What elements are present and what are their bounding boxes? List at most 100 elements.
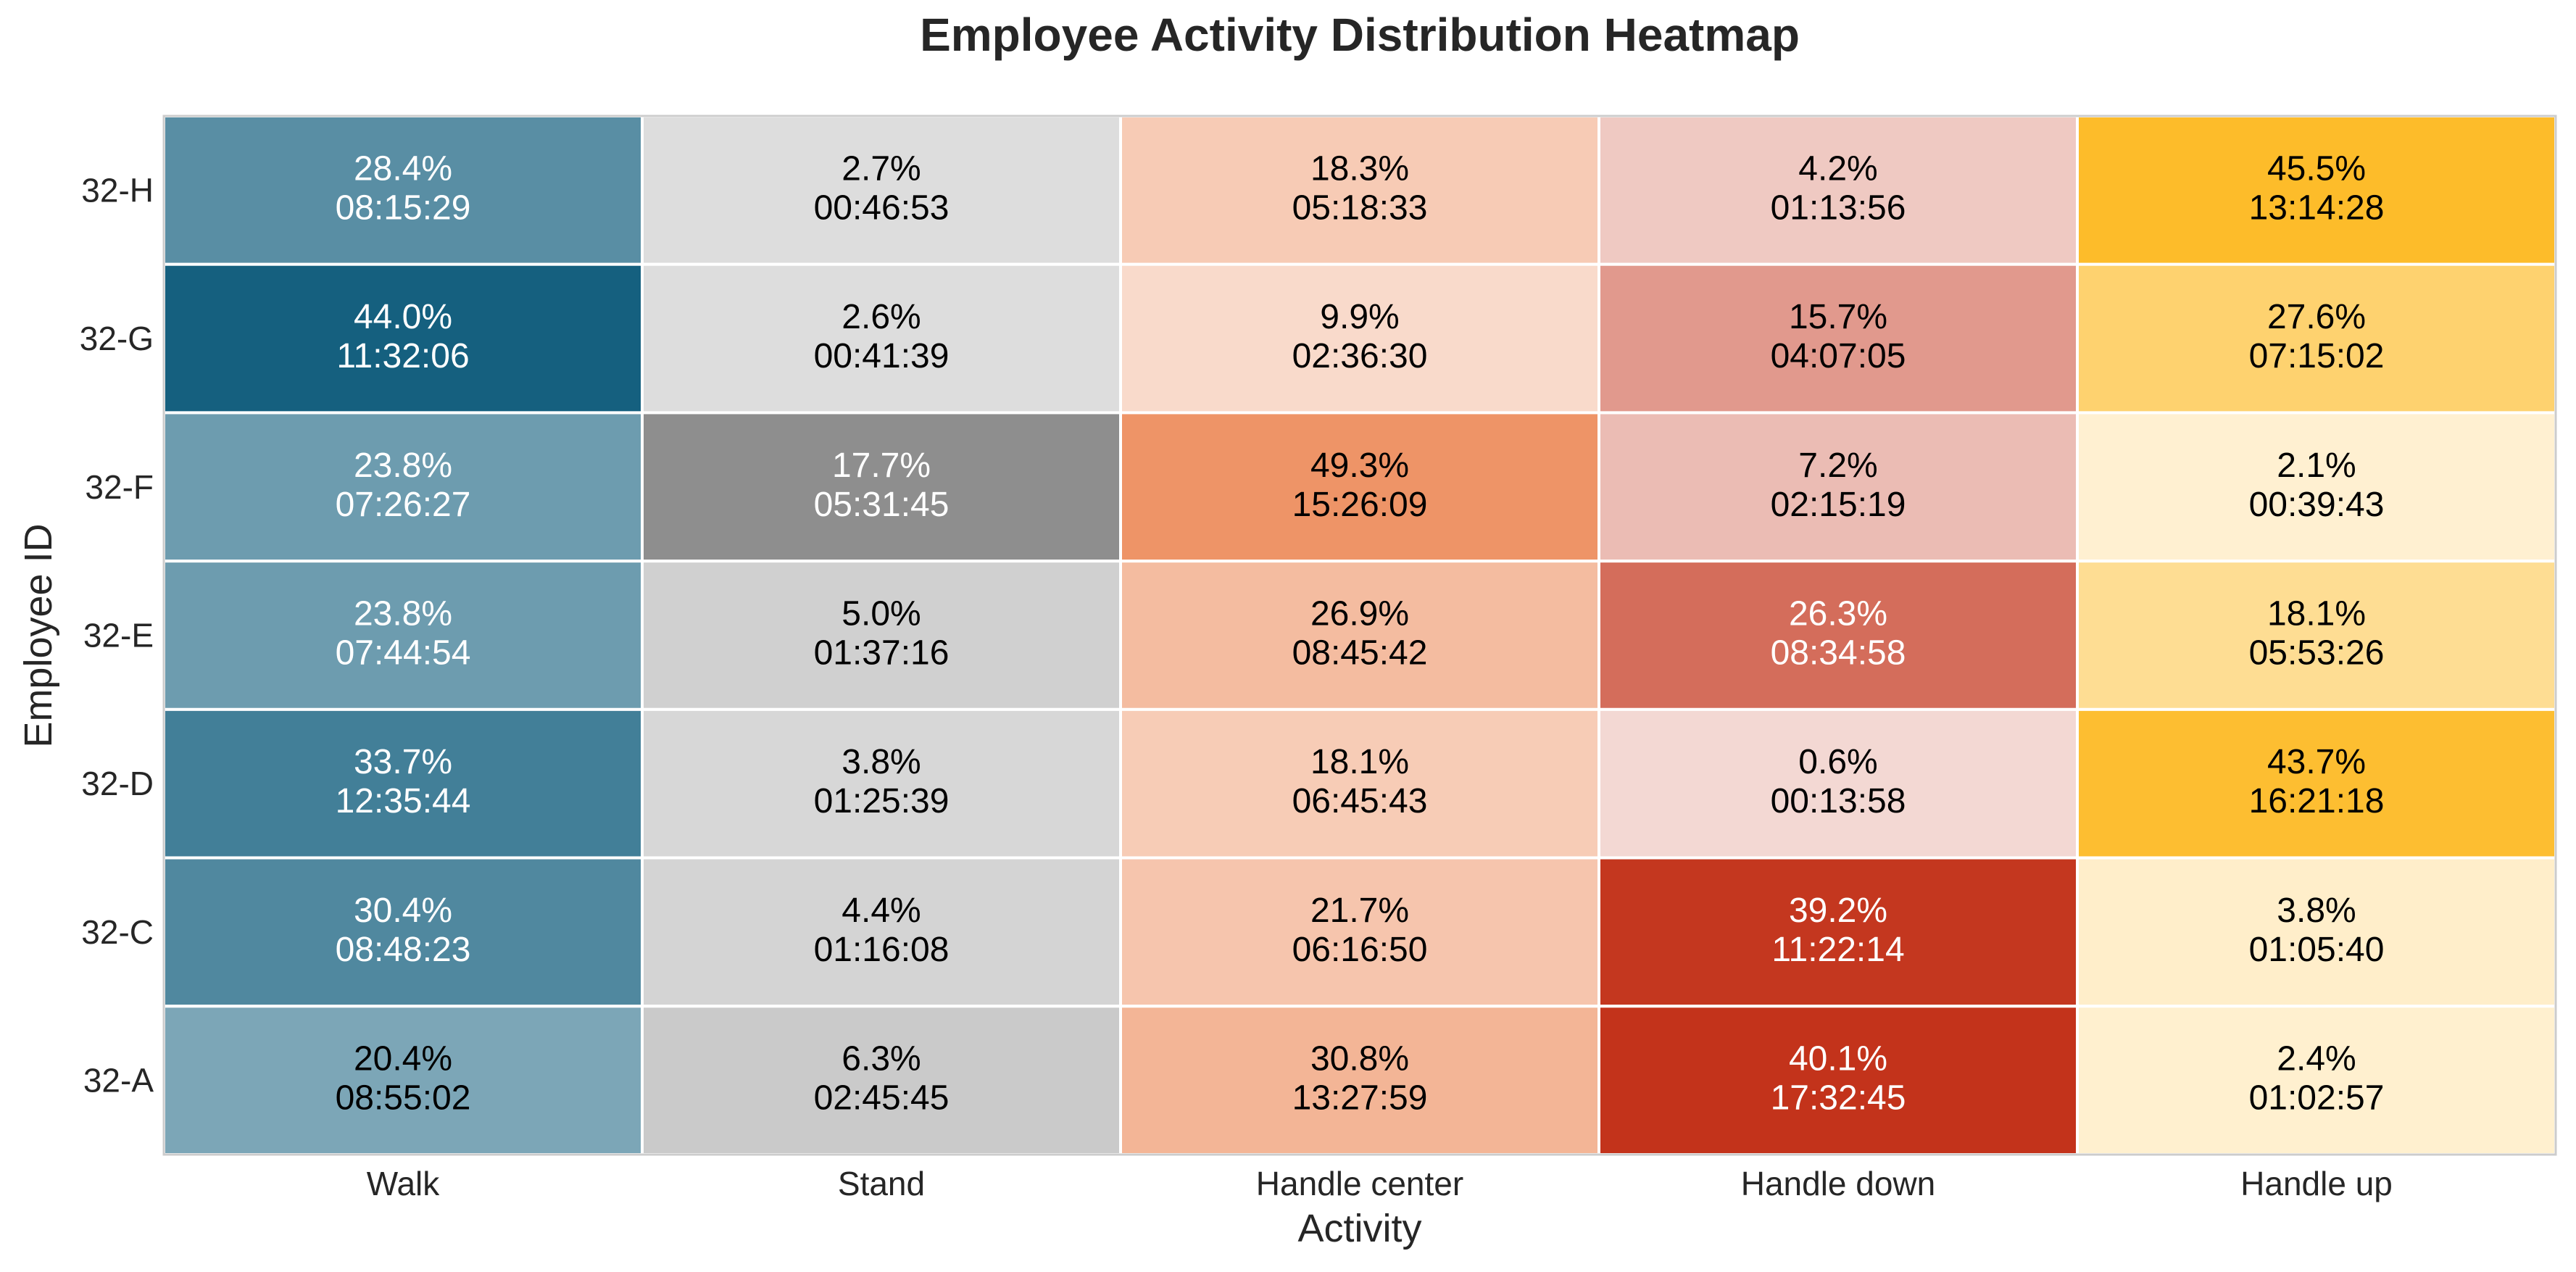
heatmap-cell [1597, 262, 2079, 415]
heatmap-cell [1119, 1005, 1600, 1157]
heatmap-cell [162, 262, 644, 415]
cell-duration-label: 17:32:45 [1771, 1079, 1906, 1118]
heatmap-cell [1119, 707, 1600, 860]
cell-duration-label: 01:25:39 [814, 782, 950, 820]
cell-duration-label: 07:26:27 [336, 486, 471, 524]
x-tick-label: Handle up [2240, 1165, 2393, 1202]
cell-duration-label: 04:07:05 [1771, 337, 1906, 375]
cell-percent-label: 15.7% [1789, 298, 1887, 336]
cell-percent-label: 28.4% [354, 149, 452, 188]
cell-percent-label: 7.2% [1798, 446, 1877, 485]
x-tick-label: Handle down [1741, 1165, 1936, 1202]
heatmap-cell [162, 856, 644, 1008]
cell-duration-label: 08:45:42 [1292, 634, 1428, 673]
cell-duration-label: 00:39:43 [2249, 486, 2385, 524]
cell-percent-label: 17.7% [832, 446, 931, 485]
heatmap-cell [1119, 411, 1600, 563]
cell-percent-label: 40.1% [1789, 1040, 1887, 1078]
cell-percent-label: 45.5% [2267, 149, 2366, 188]
heatmap-cell [641, 856, 1122, 1008]
cell-percent-label: 18.1% [2267, 595, 2366, 633]
chart-title: Employee Activity Distribution Heatmap [920, 9, 1800, 61]
heatmap-cell [641, 411, 1122, 563]
y-tick-labels: 32-H 32-G 32-F 32-E 32-D 32-C 32-A [80, 171, 154, 1099]
cell-duration-label: 01:37:16 [814, 634, 950, 673]
y-axis-label: Employee ID [17, 523, 60, 747]
cell-duration-label: 08:34:58 [1771, 634, 1906, 673]
cell-duration-label: 05:53:26 [2249, 634, 2385, 673]
cell-percent-label: 26.3% [1789, 595, 1887, 633]
cell-duration-label: 02:36:30 [1292, 337, 1428, 375]
cell-percent-label: 4.4% [842, 891, 921, 930]
x-axis-label: Activity [1297, 1207, 1421, 1250]
cell-duration-label: 13:14:28 [2249, 188, 2385, 227]
cell-percent-label: 39.2% [1789, 891, 1887, 930]
cell-duration-label: 01:02:57 [2249, 1079, 2385, 1118]
cell-duration-label: 00:41:39 [814, 337, 950, 375]
plot-border [162, 115, 2557, 1156]
cell-percent-label: 2.7% [842, 149, 921, 188]
cell-percent-label: 5.0% [842, 595, 921, 633]
cell-percent-label: 27.6% [2267, 298, 2366, 336]
cell-duration-label: 07:15:02 [2249, 337, 2385, 375]
heatmap-cell [1597, 1005, 2079, 1157]
cell-percent-label: 33.7% [354, 743, 452, 781]
heatmap-cells: 28.4%08:15:2944.0%11:32:0623.8%07:26:272… [162, 115, 2557, 1157]
heatmap-cell [1597, 560, 2079, 711]
cell-duration-label: 15:26:09 [1292, 486, 1428, 524]
cell-duration-label: 00:46:53 [814, 188, 950, 227]
cell-percent-label: 23.8% [354, 446, 452, 485]
y-tick-label: 32-E [83, 617, 154, 654]
cell-percent-label: 30.4% [354, 891, 452, 930]
heatmap-cell [162, 560, 644, 711]
cell-percent-label: 4.2% [1798, 149, 1877, 188]
cell-duration-label: 05:18:33 [1292, 188, 1428, 227]
cell-duration-label: 11:32:06 [336, 337, 469, 375]
heatmap-cell [1119, 856, 1600, 1008]
cell-percent-label: 6.3% [842, 1040, 921, 1078]
cell-duration-label: 01:13:56 [1771, 188, 1906, 227]
x-tick-label: Stand [838, 1165, 925, 1202]
cell-duration-label: 05:31:45 [814, 486, 950, 524]
heatmap-cell [162, 115, 644, 266]
cell-percent-label: 3.8% [2277, 891, 2356, 930]
cell-duration-label: 02:15:19 [1771, 486, 1906, 524]
heatmap-cell [2076, 115, 2557, 266]
cell-percent-label: 21.7% [1310, 891, 1409, 930]
cell-percent-label: 43.7% [2267, 743, 2366, 781]
cell-duration-label: 07:44:54 [336, 634, 471, 673]
cell-duration-label: 11:22:14 [1771, 931, 1904, 969]
heatmap-cell [1597, 856, 2079, 1008]
y-tick-label: 32-F [85, 468, 154, 506]
cell-percent-label: 20.4% [354, 1040, 452, 1078]
cell-percent-label: 18.1% [1310, 743, 1409, 781]
cell-duration-label: 06:45:43 [1292, 782, 1428, 820]
cell-duration-label: 02:45:45 [814, 1079, 950, 1118]
y-tick-label: 32-A [83, 1062, 154, 1100]
heatmap-cell [1119, 262, 1600, 415]
cell-duration-label: 06:16:50 [1292, 931, 1428, 969]
heatmap-cell [162, 707, 644, 860]
cell-percent-label: 18.3% [1310, 149, 1409, 188]
cell-duration-label: 01:05:40 [2249, 931, 2385, 969]
cell-duration-label: 00:13:58 [1771, 782, 1906, 820]
cell-percent-label: 2.4% [2277, 1040, 2356, 1078]
x-tick-label: Walk [367, 1165, 441, 1202]
cell-percent-label: 3.8% [842, 743, 921, 781]
cell-percent-label: 44.0% [354, 298, 452, 336]
cell-percent-label: 0.6% [1798, 743, 1877, 781]
heatmap-cell [641, 1005, 1122, 1157]
heatmap-cell [2076, 1005, 2557, 1157]
x-tick-label: Handle center [1256, 1165, 1463, 1202]
x-tick-labels: Walk Stand Handle center Handle down Handle … [367, 1165, 2393, 1202]
heatmap-cell [2076, 411, 2557, 563]
y-tick-label: 32-C [81, 913, 154, 951]
cell-duration-label: 08:48:23 [336, 931, 471, 969]
heatmap-cell [641, 707, 1122, 860]
cell-duration-label: 13:27:59 [1292, 1079, 1428, 1118]
cell-percent-label: 26.9% [1310, 595, 1409, 633]
cell-duration-label: 08:55:02 [336, 1079, 471, 1118]
cell-percent-label: 2.1% [2277, 446, 2356, 485]
